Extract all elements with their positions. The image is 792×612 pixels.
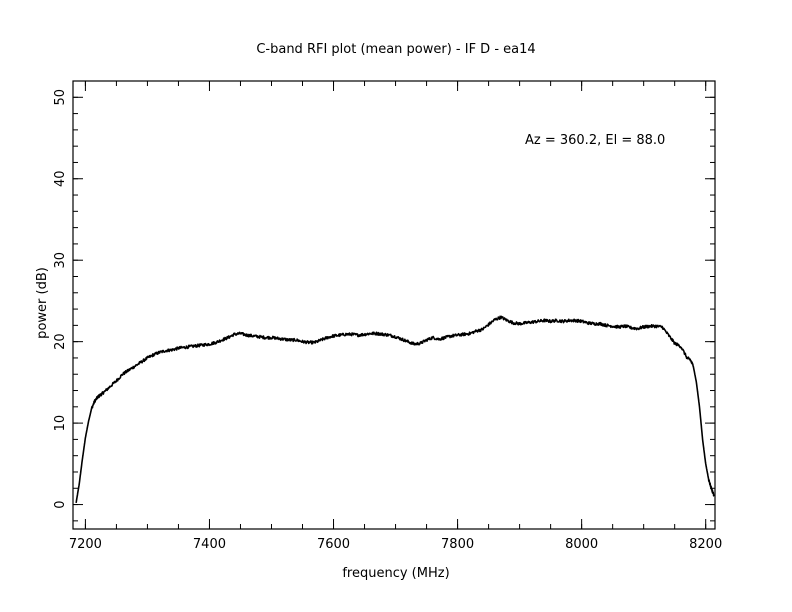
y-tick-label: 50 (53, 89, 68, 106)
x-tick-label: 8200 (689, 537, 722, 552)
y-tick-label: 0 (53, 500, 68, 508)
y-tick-label: 40 (53, 170, 68, 187)
plot-frame (72, 80, 716, 530)
x-tick-label: 8000 (565, 537, 598, 552)
y-tick-label: 10 (53, 415, 68, 432)
x-tick-label: 7400 (193, 537, 226, 552)
y-axis-label: power (dB) (35, 267, 50, 339)
x-tick-label: 7200 (69, 537, 102, 552)
y-tick-label: 20 (53, 333, 68, 350)
y-tick-label: 30 (53, 252, 68, 269)
chart-title: C-band RFI plot (mean power) - IF D - ea… (256, 42, 535, 57)
x-tick-label: 7800 (441, 537, 474, 552)
x-axis-label: frequency (MHz) (342, 566, 449, 581)
az-el-annotation: Az = 360.2, El = 88.0 (525, 133, 665, 148)
power-series-line (75, 315, 715, 504)
x-tick-label: 7600 (317, 537, 350, 552)
